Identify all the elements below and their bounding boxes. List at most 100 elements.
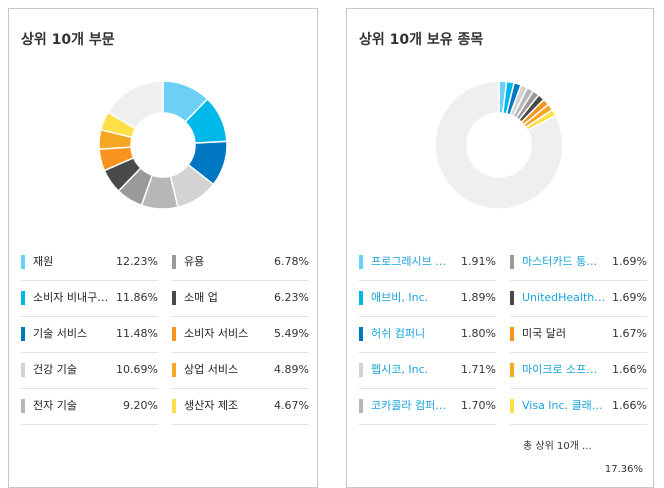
legend-swatch (21, 363, 25, 377)
legend-swatch (359, 399, 363, 413)
holdings-legend-row[interactable]: 코카콜라 컴퍼… 1.70% (359, 393, 496, 425)
legend-divider (21, 316, 158, 317)
holdings-legend-value: 1.66% (612, 363, 647, 376)
holdings-legend-row[interactable]: 허쉬 컴퍼니 1.80% (359, 321, 496, 353)
sectors-legend-row[interactable]: 소매 업 6.23% (172, 285, 309, 317)
sectors-legend-row[interactable]: 기술 서비스 11.48% (21, 321, 158, 353)
holdings-legend-label[interactable]: 허쉬 컴퍼니 (371, 327, 426, 340)
sectors-legend-row[interactable]: 생산자 제조 4.67% (172, 393, 309, 425)
holdings-legend-row[interactable]: 미국 달러 1.67% (510, 321, 647, 353)
holdings-legend-value: 1.69% (612, 291, 647, 304)
holdings-legend-label[interactable]: 마이크로 소프… (522, 363, 598, 376)
sectors-legend-label: 소매 업 (184, 291, 218, 304)
legend-swatch (21, 291, 25, 305)
sectors-legend-row[interactable]: 소비자 서비스 5.49% (172, 321, 309, 353)
legend-divider (172, 316, 309, 317)
holdings-legend-value: 1.89% (461, 291, 496, 304)
holdings-legend-value: 1.69% (612, 255, 647, 268)
legend-divider (510, 316, 647, 317)
legend-divider (359, 388, 496, 389)
sectors-legend-value: 4.89% (274, 363, 309, 376)
legend-divider (359, 352, 496, 353)
holdings-legend-value: 1.91% (461, 255, 496, 268)
sectors-legend-row[interactable]: 소비자 비내구… 11.86% (21, 285, 158, 317)
holdings-legend-row[interactable]: 애브비, Inc. 1.89% (359, 285, 496, 317)
sectors-legend-label: 유용 (184, 255, 205, 268)
holdings-slice-other[interactable] (434, 80, 564, 210)
sectors-legend-value: 11.48% (116, 327, 158, 340)
holdings-legend-label[interactable]: Visa Inc. 클래… (522, 399, 603, 412)
holdings-legend-value: 1.67% (612, 327, 647, 340)
legend-swatch (21, 327, 25, 341)
holdings-legend-label: 미국 달러 (522, 327, 566, 340)
holdings-legend-label[interactable]: 펩시코, Inc. (371, 363, 429, 376)
holdings-legend-row[interactable]: UnitedHealth… 1.69% (510, 285, 647, 317)
legend-divider (359, 316, 496, 317)
legend-swatch (359, 363, 363, 377)
holdings-legend-row[interactable]: Visa Inc. 클래… 1.66% (510, 393, 647, 425)
legend-divider (510, 352, 647, 353)
holdings-legend-label[interactable]: 코카콜라 컴퍼… (371, 399, 447, 412)
holdings-legend-row[interactable]: 프로그레시브 … 1.91% (359, 249, 496, 281)
legend-swatch (510, 327, 514, 341)
top-holdings-panel: 상위 10개 보유 종목 프로그레시브 … 1.91% 애브비, Inc. 1.89%… (346, 8, 654, 488)
sectors-legend-label: 건강 기술 (33, 363, 77, 376)
sectors-legend-value: 12.23% (116, 255, 158, 268)
top-sectors-panel: 상위 10개 부문 재원 12.23% 소비자 비내구… 11.86% 기술 서비스 11… (8, 8, 318, 488)
sectors-legend-label: 소비자 서비스 (184, 327, 249, 340)
holdings-legend-row[interactable]: 마스터카드 통… 1.69% (510, 249, 647, 281)
legend-divider (21, 280, 158, 281)
legend-swatch (359, 291, 363, 305)
holdings-legend-row[interactable]: 펩시코, Inc. 1.71% (359, 357, 496, 389)
sectors-legend-label: 전자 기술 (33, 399, 77, 412)
holdings-legend-value: 1.71% (461, 363, 496, 376)
holdings-legend-label[interactable]: 마스터카드 통… (522, 255, 598, 268)
sectors-legend-row[interactable]: 재원 12.23% (21, 249, 158, 281)
holdings-legend-value: 1.66% (612, 399, 647, 412)
sectors-legend-label: 상업 서비스 (184, 363, 239, 376)
sectors-slice-other[interactable] (106, 80, 164, 130)
legend-swatch (359, 327, 363, 341)
holdings-legend-row[interactable]: 마이크로 소프… 1.66% (510, 357, 647, 389)
holdings-legend-label[interactable]: 프로그레시브 … (371, 255, 447, 268)
sectors-legend-value: 6.23% (274, 291, 309, 304)
legend-divider (172, 352, 309, 353)
sectors-legend-value: 11.86% (116, 291, 158, 304)
sectors-legend-row[interactable]: 건강 기술 10.69% (21, 357, 158, 389)
top-sectors-title: 상위 10개 부문 (21, 32, 115, 48)
sectors-legend-value: 5.49% (274, 327, 309, 340)
legend-swatch (172, 363, 176, 377)
sectors-legend-label: 재원 (33, 255, 54, 268)
sectors-legend-label: 소비자 비내구… (33, 291, 109, 304)
legend-swatch (359, 255, 363, 269)
sectors-legend-value: 9.20% (123, 399, 158, 412)
sectors-legend-row[interactable]: 유용 6.78% (172, 249, 309, 281)
legend-divider (21, 352, 158, 353)
holdings-donut-chart (434, 80, 564, 210)
legend-divider (510, 424, 647, 425)
sectors-legend-value: 10.69% (116, 363, 158, 376)
legend-swatch (510, 291, 514, 305)
legend-divider (359, 424, 496, 425)
sectors-legend-row[interactable]: 상업 서비스 4.89% (172, 357, 309, 389)
legend-divider (510, 388, 647, 389)
legend-swatch (172, 291, 176, 305)
sectors-legend-value: 6.78% (274, 255, 309, 268)
sectors-legend-row[interactable]: 전자 기술 9.20% (21, 393, 158, 425)
legend-swatch (510, 363, 514, 377)
legend-swatch (172, 255, 176, 269)
top-holdings-title: 상위 10개 보유 종목 (359, 32, 484, 48)
sectors-legend-label: 기술 서비스 (33, 327, 88, 340)
holdings-legend-label[interactable]: UnitedHealth… (522, 291, 606, 304)
holdings-legend-value: 1.70% (461, 399, 496, 412)
holdings-legend-value: 1.80% (461, 327, 496, 340)
sectors-legend-label: 생산자 제조 (184, 399, 239, 412)
legend-swatch (172, 327, 176, 341)
holdings-total-value: 17.36% (604, 464, 643, 475)
legend-swatch (510, 255, 514, 269)
legend-divider (510, 280, 647, 281)
legend-divider (21, 424, 158, 425)
legend-divider (359, 280, 496, 281)
holdings-legend-label[interactable]: 애브비, Inc. (371, 291, 429, 304)
legend-swatch (172, 399, 176, 413)
